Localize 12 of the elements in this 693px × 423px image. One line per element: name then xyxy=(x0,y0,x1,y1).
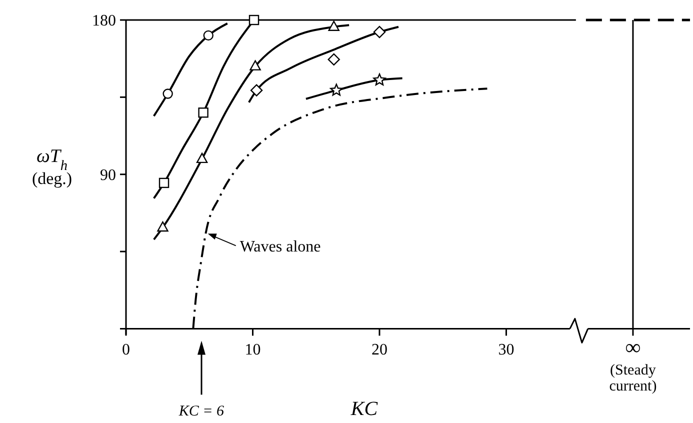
y-tick-label: 180 xyxy=(92,12,116,30)
text: (Steady current) xyxy=(609,362,657,395)
x-tick-label: 10 xyxy=(244,342,261,359)
y-tick-label: 90 xyxy=(100,166,116,184)
x-axis-title: KC xyxy=(350,398,378,420)
x-tick-label: 20 xyxy=(371,342,388,359)
x-tick-label: 30 xyxy=(498,342,514,359)
text: KC = 6 xyxy=(178,404,225,420)
y-axis-title: ωT$_{h}$ (deg.) xyxy=(32,146,72,188)
x-tick-label: ∞ xyxy=(625,334,641,360)
annotation: Waves alone xyxy=(240,238,321,256)
x-tick-label: 0 xyxy=(122,342,130,359)
